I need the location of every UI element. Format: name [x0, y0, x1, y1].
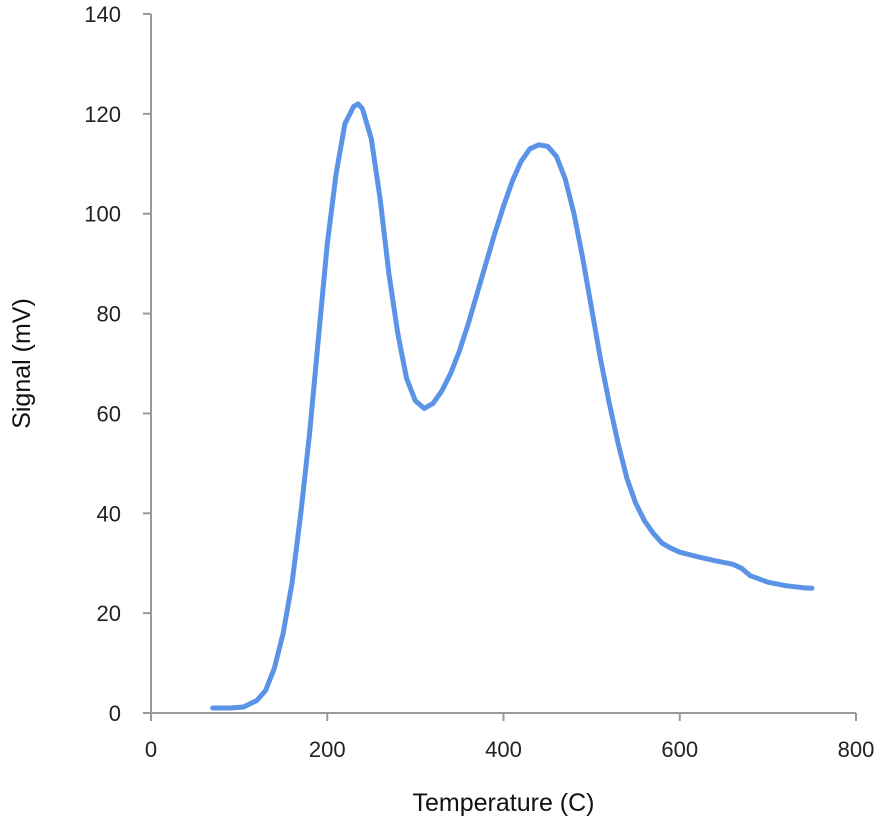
y-axis-ticks: 0 20 40 60 80 100 120 140 [84, 2, 151, 726]
x-tick-label: 400 [485, 737, 522, 762]
x-tick-label: 800 [838, 737, 875, 762]
y-tick-label: 20 [97, 601, 121, 626]
x-tick-label: 200 [309, 737, 346, 762]
y-tick-label: 140 [84, 2, 121, 27]
y-tick-label: 80 [97, 302, 121, 327]
y-tick-label: 40 [97, 501, 121, 526]
y-tick-label: 0 [109, 701, 121, 726]
y-tick-label: 120 [84, 102, 121, 127]
series-layer [213, 104, 812, 708]
y-tick-label: 60 [97, 401, 121, 426]
signal-series-line [213, 104, 812, 708]
y-axis-title: Signal (mV) [8, 298, 36, 429]
x-axis-ticks: 0 200 400 600 800 [145, 713, 874, 762]
x-tick-label: 0 [145, 737, 157, 762]
x-axis-title: Temperature (C) [413, 789, 595, 817]
y-tick-label: 100 [84, 202, 121, 227]
x-tick-label: 600 [661, 737, 698, 762]
